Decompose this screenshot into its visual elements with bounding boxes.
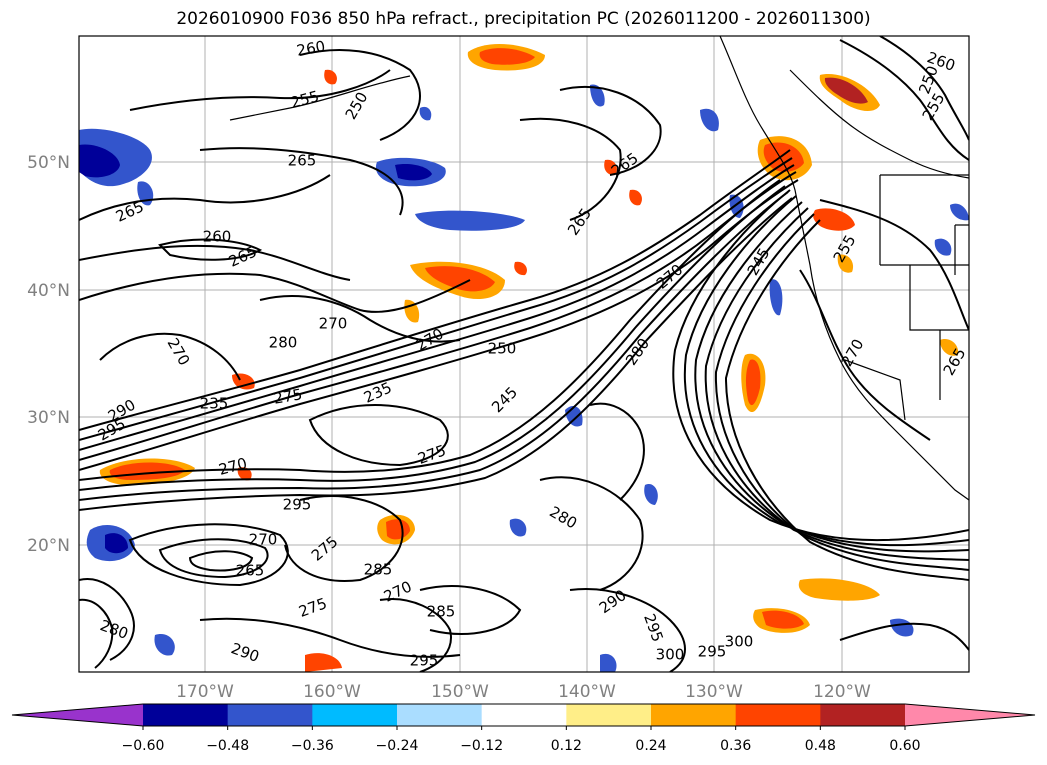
longitude-tick-label: 140°W — [558, 682, 616, 702]
latitude-tick-label: 20°N — [27, 536, 70, 556]
contour-label: 295 — [698, 643, 727, 661]
contour-label: 275 — [272, 385, 303, 408]
contour-label: 285 — [427, 603, 456, 621]
latitude-tick-labels: 50°N 40°N 30°N 20°N — [27, 153, 70, 556]
contour-label: 295 — [283, 496, 312, 514]
plot-title: 2026010900 F036 850 hPa refract., precip… — [176, 9, 871, 29]
colorbar-swatch — [735, 704, 821, 726]
colorbar-tick-label: 0.36 — [720, 738, 751, 754]
precip-shading — [79, 44, 969, 672]
colorbar-swatch — [397, 704, 483, 726]
colorbar-swatch — [481, 704, 567, 726]
colorbar-tick-label: −0.48 — [206, 738, 249, 754]
longitude-tick-label: 160°W — [303, 682, 361, 702]
colorbar-tick-label: −0.12 — [460, 738, 503, 754]
contour-label: 280 — [269, 334, 298, 352]
longitude-tick-label: 120°W — [813, 682, 871, 702]
contour-label: 235 — [200, 395, 229, 413]
refractivity-contours — [79, 36, 969, 672]
colorbar-tick-label: 0.48 — [805, 738, 836, 754]
contour-label: 295 — [410, 652, 439, 670]
plot-frame — [78, 35, 970, 673]
colorbar-tick-label: −0.24 — [376, 738, 419, 754]
latitude-tick-label: 40°N — [27, 281, 70, 301]
contour-label: 270 — [249, 531, 278, 549]
contour-label: 270 — [319, 315, 348, 333]
longitude-tick-labels: 170°W 160°W 150°W 140°W 130°W 120°W — [176, 682, 871, 702]
colorbar-swatch — [820, 704, 906, 726]
colorbar-swatch — [312, 704, 398, 726]
contour-label: 285 — [364, 561, 393, 579]
colorbar-swatch — [566, 704, 652, 726]
colorbar-extend-min — [12, 704, 143, 726]
contour-label: 265 — [288, 152, 317, 170]
contour-label: 300 — [656, 646, 685, 664]
colorbar-tick-label: −0.60 — [122, 738, 165, 754]
longitude-tick-label: 130°W — [685, 682, 743, 702]
contour-label: 260 — [295, 37, 326, 60]
contour-label: 265 — [236, 562, 265, 580]
colorbar-swatch — [651, 704, 737, 726]
contour-label: 260 — [203, 228, 232, 246]
coastline — [229, 36, 969, 501]
longitude-tick-label: 170°W — [176, 682, 234, 702]
latitude-tick-label: 30°N — [27, 408, 70, 428]
latitude-tick-label: 50°N — [27, 153, 70, 173]
colorbar-swatch — [227, 704, 313, 726]
contour-label: 300 — [725, 633, 754, 651]
colorbar-tick-label: 0.24 — [635, 738, 666, 754]
contour-label: 250 — [488, 340, 517, 358]
colorbar-tick-label: −0.36 — [291, 738, 334, 754]
colorbar-tick-label: 0.60 — [889, 738, 920, 754]
graticule — [79, 36, 969, 672]
colorbar-tick-label: 0.12 — [551, 738, 582, 754]
plot-area — [79, 36, 969, 672]
colorbar-swatch — [143, 704, 229, 726]
colorbar-extend-max — [905, 704, 1035, 726]
longitude-tick-label: 150°W — [431, 682, 489, 702]
colorbar: −0.60 −0.48 −0.36 −0.24 −0.12 0.12 0.24 0.36 0.4… — [11, 703, 1036, 754]
